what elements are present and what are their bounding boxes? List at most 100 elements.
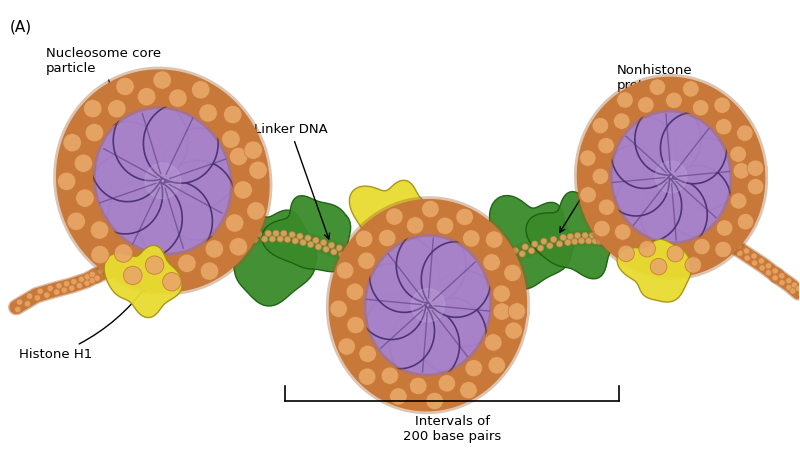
Circle shape (504, 264, 522, 281)
Circle shape (229, 238, 248, 256)
Circle shape (128, 253, 134, 259)
Circle shape (146, 256, 164, 274)
Circle shape (70, 278, 77, 285)
Circle shape (54, 289, 60, 295)
Circle shape (344, 248, 350, 254)
Polygon shape (665, 166, 731, 237)
Circle shape (116, 77, 134, 96)
Circle shape (346, 254, 353, 261)
Circle shape (751, 253, 758, 259)
Circle shape (493, 285, 510, 302)
Circle shape (714, 97, 730, 113)
Circle shape (76, 189, 94, 207)
Circle shape (58, 172, 76, 190)
Circle shape (378, 264, 384, 271)
Circle shape (759, 265, 766, 271)
Circle shape (246, 202, 266, 220)
Circle shape (106, 270, 113, 276)
Circle shape (300, 239, 306, 246)
Circle shape (743, 248, 750, 254)
Circle shape (505, 322, 522, 339)
Circle shape (249, 161, 267, 179)
Circle shape (24, 301, 30, 307)
Circle shape (778, 280, 785, 286)
Circle shape (330, 249, 337, 255)
Polygon shape (422, 242, 491, 318)
Circle shape (94, 275, 100, 281)
Polygon shape (138, 181, 213, 261)
Circle shape (386, 208, 403, 226)
Circle shape (406, 216, 424, 234)
Circle shape (614, 224, 631, 240)
Circle shape (191, 81, 210, 99)
Circle shape (144, 240, 150, 247)
Circle shape (305, 235, 311, 241)
Polygon shape (161, 160, 235, 240)
Text: Linker DNA: Linker DNA (254, 123, 330, 239)
Circle shape (579, 150, 596, 166)
Circle shape (411, 289, 445, 322)
Polygon shape (490, 195, 573, 289)
Circle shape (281, 230, 287, 236)
Circle shape (370, 262, 376, 268)
Circle shape (592, 168, 609, 184)
Circle shape (338, 338, 355, 355)
Circle shape (426, 392, 443, 410)
Circle shape (738, 213, 754, 230)
Circle shape (358, 252, 375, 270)
Circle shape (307, 241, 314, 248)
Circle shape (574, 232, 581, 239)
Circle shape (730, 193, 747, 209)
Circle shape (390, 267, 397, 274)
Polygon shape (417, 298, 486, 374)
Circle shape (321, 239, 326, 246)
Circle shape (98, 267, 104, 274)
Circle shape (582, 232, 588, 239)
Circle shape (541, 238, 547, 244)
Circle shape (16, 299, 22, 305)
Circle shape (565, 239, 571, 246)
Circle shape (37, 288, 43, 295)
Circle shape (146, 247, 152, 253)
Circle shape (139, 245, 146, 251)
Circle shape (252, 237, 258, 243)
Polygon shape (262, 196, 350, 272)
Circle shape (200, 262, 218, 281)
Circle shape (692, 100, 709, 116)
Circle shape (560, 235, 566, 241)
Circle shape (378, 230, 396, 247)
Circle shape (114, 244, 133, 262)
Circle shape (145, 163, 181, 199)
Circle shape (199, 104, 218, 122)
Circle shape (56, 283, 62, 289)
Circle shape (110, 262, 117, 269)
Circle shape (519, 251, 526, 257)
Circle shape (737, 125, 753, 141)
Circle shape (292, 238, 298, 244)
Circle shape (758, 258, 765, 264)
Text: Histone H1: Histone H1 (19, 286, 146, 361)
Circle shape (649, 79, 666, 95)
Circle shape (123, 266, 142, 285)
Circle shape (772, 275, 778, 281)
Circle shape (614, 113, 630, 129)
Circle shape (485, 334, 502, 351)
Circle shape (512, 248, 518, 254)
Circle shape (766, 270, 771, 276)
Circle shape (85, 124, 104, 142)
Circle shape (34, 295, 41, 301)
Circle shape (138, 87, 156, 106)
Circle shape (598, 138, 614, 154)
Circle shape (639, 240, 655, 257)
Circle shape (84, 280, 90, 286)
Circle shape (347, 316, 364, 334)
Polygon shape (615, 170, 682, 242)
Circle shape (118, 265, 124, 272)
Circle shape (141, 251, 147, 258)
Circle shape (47, 285, 54, 291)
Circle shape (328, 242, 334, 249)
Circle shape (460, 382, 478, 399)
Circle shape (483, 253, 501, 271)
Circle shape (716, 220, 733, 236)
Polygon shape (114, 101, 188, 181)
